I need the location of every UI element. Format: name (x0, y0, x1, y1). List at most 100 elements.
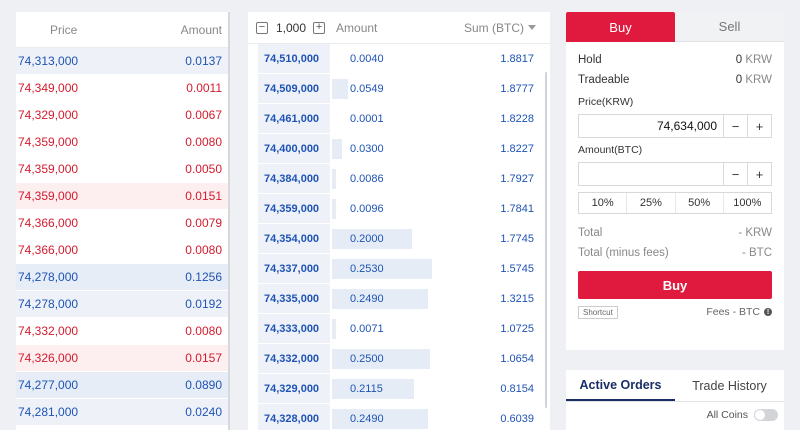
orderbook-amount: 0.2115 (350, 382, 383, 395)
all-coins-label: All Coins (706, 409, 748, 421)
orderbook-price[interactable]: 74,509,000 (258, 74, 330, 103)
total-label: Total (578, 227, 603, 239)
orderbook-amount: 0.2490 (350, 412, 384, 425)
orderbook-row[interactable]: 74,509,000 0.0549 1.8777 (248, 74, 550, 104)
trade-price: 74,366,000 (18, 243, 79, 257)
amount-decrease-button[interactable]: − (723, 163, 747, 185)
trade-row: 74,366,000 0.0079 (16, 210, 230, 237)
trade-row: 74,349,000 0.0011 (16, 75, 230, 102)
trade-row: 74,359,000 0.0080 (16, 129, 230, 156)
tab-sell[interactable]: Sell (675, 12, 784, 42)
recent-trades-panel: Price Amount 74,313,000 0.0137 74,349,000 0… (16, 12, 230, 430)
orderbook-sum: 1.8777 (500, 82, 534, 95)
orderbook-price[interactable]: 74,328,000 (258, 404, 330, 430)
depth-bar (332, 199, 336, 219)
trade-amount: 0.0080 (185, 135, 222, 149)
orderbook-amount: 0.0040 (350, 52, 384, 65)
order-form: Buy Sell Hold 0 KRW Tradeable 0 KRW Pric… (566, 12, 784, 350)
price-decrease-button[interactable]: − (723, 115, 747, 137)
orderbook-row[interactable]: 74,333,000 0.0071 1.0725 (248, 314, 550, 344)
orderbook-sum: 1.0725 (500, 322, 534, 335)
price-increase-button[interactable]: + (747, 115, 771, 137)
trade-price: 74,332,000 (18, 324, 79, 338)
orderbook-sum: 0.6039 (500, 412, 534, 425)
orderbook-amount: 0.0549 (350, 82, 384, 95)
orderbook-row[interactable]: 74,384,000 0.0086 1.7927 (248, 164, 550, 194)
orderbook-price[interactable]: 74,332,000 (258, 344, 330, 373)
percent-25-button[interactable]: 25% (626, 193, 674, 213)
orderbook-row[interactable]: 74,510,000 0.0040 1.8817 (248, 44, 550, 74)
depth-bar (332, 349, 430, 369)
tradeable-row: Tradeable 0 KRW (566, 70, 784, 90)
orderbook-row[interactable]: 74,461,000 0.0001 1.8228 (248, 104, 550, 134)
orderbook-amount: 0.2490 (350, 292, 384, 305)
orderbook-amount: 0.0001 (350, 112, 384, 125)
amount-label: Amount(BTC) (578, 144, 643, 156)
orderbook-sum: 1.7841 (500, 202, 534, 215)
orderbook-row[interactable]: 74,400,000 0.0300 1.8227 (248, 134, 550, 164)
orderbook-row[interactable]: 74,354,000 0.2000 1.7745 (248, 224, 550, 254)
orderbook-price[interactable]: 74,400,000 (258, 134, 330, 163)
orderbook-sum-label: Sum (BTC) (464, 20, 524, 35)
hold-value: 0 (735, 54, 743, 66)
orderbook-price[interactable]: 74,384,000 (258, 164, 330, 193)
trade-amount: 0.0011 (186, 81, 222, 95)
orderbook-row[interactable]: 74,335,000 0.2490 1.3215 (248, 284, 550, 314)
tradeable-label: Tradeable (578, 74, 630, 86)
orderbook-row[interactable]: 74,337,000 0.2530 1.5745 (248, 254, 550, 284)
trade-row: 74,326,000 0.0157 (16, 345, 230, 372)
orderbook-scrollbar[interactable] (545, 72, 547, 408)
depth-bar (332, 409, 428, 429)
orderbook-amount: 0.2530 (350, 262, 384, 275)
percent-100-button[interactable]: 100% (722, 193, 771, 213)
trade-row: 74,281,000 0.0240 (16, 399, 230, 426)
percent-10-button[interactable]: 10% (591, 197, 614, 209)
orderbook-row[interactable]: 74,359,000 0.0096 1.7841 (248, 194, 550, 224)
orderbook-amount: 0.0300 (350, 142, 384, 155)
trade-amount: 0.0080 (185, 324, 222, 338)
info-icon[interactable]: ! (764, 308, 772, 316)
percent-50-button[interactable]: 50% (674, 193, 723, 213)
tradeable-value: 0 (735, 74, 743, 86)
orderbook-price[interactable]: 74,337,000 (258, 254, 330, 283)
trade-row: 74,329,000 0.0067 (16, 102, 230, 129)
orderbook-row[interactable]: 74,332,000 0.2500 1.0654 (248, 344, 550, 374)
orderbook-sum: 1.7745 (500, 232, 534, 245)
depth-bar (332, 379, 414, 399)
trades-scrollbar[interactable] (228, 12, 230, 430)
orderbook-sum-header[interactable]: Sum (BTC) (464, 21, 536, 35)
trades-amount-header: Amount (180, 22, 222, 37)
form-footer: Shortcut Fees - BTC ! (578, 305, 772, 319)
trade-amount: 0.1256 (185, 270, 222, 284)
orderbook-price[interactable]: 74,329,000 (258, 374, 330, 403)
orderbook-row[interactable]: 74,328,000 0.2490 0.6039 (248, 404, 550, 430)
orderbook-price[interactable]: 74,359,000 (258, 194, 330, 223)
tab-active-orders[interactable]: Active Orders (566, 370, 675, 401)
buy-button[interactable]: Buy (578, 271, 772, 299)
fees-info: Fees - BTC ! (706, 306, 772, 318)
orderbook-sum: 1.7927 (500, 172, 534, 185)
orderbook-price[interactable]: 74,461,000 (258, 104, 330, 133)
orderbook-price[interactable]: 74,333,000 (258, 314, 330, 343)
price-input[interactable]: 74,634,000 (656, 119, 717, 133)
amount-increase-button[interactable]: + (747, 163, 771, 185)
orderbook-amount: 0.0096 (350, 202, 384, 215)
tab-buy[interactable]: Buy (566, 12, 675, 42)
orderbook-amount: 0.2000 (350, 232, 384, 245)
orderbook-price[interactable]: 74,510,000 (258, 44, 330, 73)
orderbook-price[interactable]: 74,335,000 (258, 284, 330, 313)
trade-amount: 0.0151 (185, 189, 222, 203)
orderbook-price[interactable]: 74,354,000 (258, 224, 330, 253)
minus-icon[interactable]: − (256, 21, 268, 34)
all-coins-toggle[interactable] (754, 409, 778, 421)
depth-bar (332, 289, 428, 309)
trade-amount: 0.0192 (185, 297, 222, 311)
plus-icon[interactable]: + (313, 21, 326, 34)
tab-trade-history[interactable]: Trade History (692, 378, 767, 393)
shortcut-button[interactable]: Shortcut (578, 305, 618, 319)
trade-row: 74,278,000 0.0192 (16, 291, 230, 318)
orderbook-panel: − 1,000 + Amount Sum (BTC) 74,510,000 0.0… (248, 12, 550, 430)
orderbook-row[interactable]: 74,329,000 0.2115 0.8154 (248, 374, 550, 404)
trade-row: 74,359,000 0.0050 (16, 156, 230, 183)
amount-input[interactable] (579, 163, 723, 185)
